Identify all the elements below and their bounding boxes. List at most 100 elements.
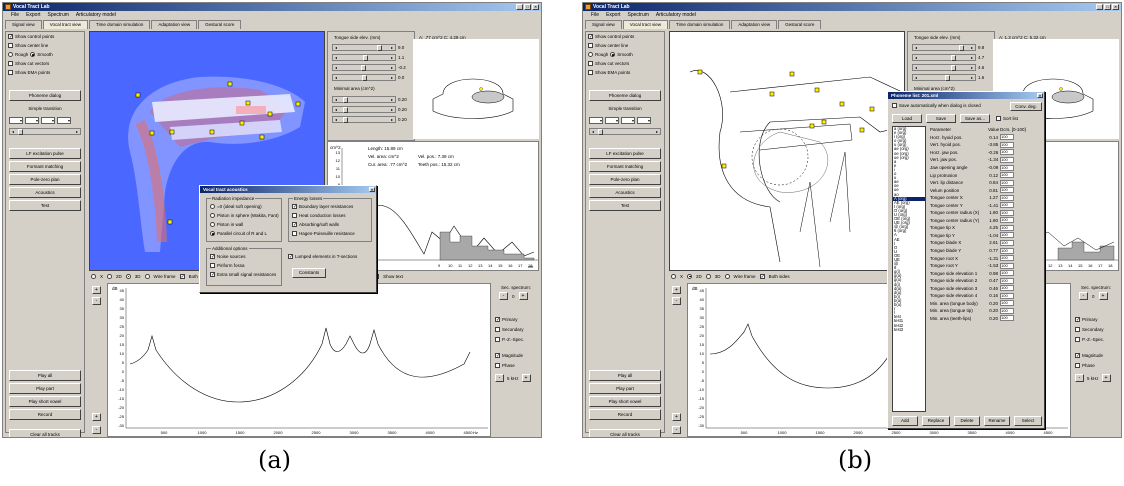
phoneme-dialog-button[interactable]: Phoneme dialog (589, 90, 661, 101)
list-item[interactable]: e (894, 162, 897, 168)
record-button[interactable]: Record (9, 409, 81, 420)
slider-thumb[interactable] (951, 65, 956, 71)
zoom-out-button[interactable]: - (672, 297, 681, 305)
menu-export[interactable]: Export (606, 12, 621, 18)
list-item[interactable]: d(i) (894, 281, 901, 287)
save-auto-checkbox[interactable]: Save automatically when dialog is closed (892, 103, 981, 108)
energy-option-1[interactable]: Heat conduction losses (292, 213, 346, 218)
tab-signal-view[interactable]: Signal view (585, 20, 622, 29)
list-item[interactable]: ue (org) (894, 154, 909, 160)
slider-thumb[interactable] (361, 65, 366, 71)
list-item[interactable]: O (894, 244, 898, 250)
list-item[interactable]: I (894, 240, 896, 246)
slider-thumb[interactable] (362, 75, 367, 81)
list-item[interactable]: UE (org) (894, 220, 910, 226)
dcrs-input[interactable]: 100 (1000, 307, 1014, 314)
dcrs-input[interactable]: 100 (1000, 172, 1014, 179)
show-cut-vectors-checkbox[interactable]: Show cut vectors (586, 59, 664, 68)
transition-select-1[interactable]: ▾ (589, 117, 603, 124)
phoneme-dialog-button[interactable]: Phoneme dialog (9, 90, 81, 101)
menu-file[interactable]: File (11, 12, 20, 18)
tab-gestural-score[interactable]: Gestural score (778, 20, 822, 29)
replace-button[interactable]: Replace (922, 416, 950, 426)
list-item[interactable]: ao (894, 191, 899, 197)
show-cut-vectors-checkbox[interactable]: Show cut vectors (6, 59, 84, 68)
list-item[interactable]: g(i) (894, 269, 901, 275)
maximize-icon[interactable]: □ (1104, 4, 1111, 10)
energy-option-2[interactable]: ✓ Absorbing/soft walls (292, 222, 339, 228)
slider-thumb[interactable] (343, 97, 348, 103)
tongue-side-slider-4[interactable]: ◂ ▸ (332, 74, 396, 81)
additional-option-2[interactable]: ✓ Extra small signal resistances (210, 272, 276, 278)
dcrs-input[interactable]: 100 (1000, 187, 1014, 194)
view-3d-radio[interactable] (705, 273, 711, 279)
tab-vocal-tract-view[interactable]: Vocal tract view (622, 20, 669, 29)
lf-excitation-pulse-button[interactable]: LF excitation pulse (9, 148, 81, 159)
tab-signal-view[interactable]: Signal view (5, 20, 42, 29)
delete-button[interactable]: Delete (954, 416, 980, 426)
list-item[interactable]: oe (org) (894, 150, 909, 156)
list-item[interactable]: g(u) (894, 277, 902, 283)
list-item[interactable]: O (org) (894, 207, 908, 213)
list-item[interactable]: UE (894, 257, 900, 262)
list-item[interactable]: AE (894, 236, 900, 242)
primary-checkbox[interactable]: ✓ Primary (495, 314, 541, 324)
play-part-button[interactable]: Play part (9, 383, 81, 394)
rough-smooth-radio[interactable]: Rough Smooth (6, 50, 84, 59)
menu-articulatory-model[interactable]: Articulatory model (655, 12, 696, 18)
khz-plus-button[interactable]: + (521, 374, 531, 382)
transition-slider[interactable]: ◂ ▸ (9, 128, 81, 135)
secondary-checkbox[interactable]: Secondary (1075, 324, 1121, 334)
rename-button[interactable]: Rename (984, 416, 1010, 426)
both-checkbox[interactable]: ✓ (179, 273, 185, 280)
list-item[interactable]: @ (894, 261, 899, 267)
list-item[interactable]: ae (894, 179, 899, 185)
sort-list-checkbox[interactable]: Sort list (996, 116, 1018, 121)
show-center-line-checkbox[interactable]: Show center line (586, 41, 664, 50)
acoustics-button[interactable]: Acoustics (9, 187, 81, 198)
khz-plus-button[interactable]: + (1101, 374, 1111, 382)
list-item[interactable]: i (894, 166, 895, 172)
view-2d-radio[interactable] (687, 273, 693, 279)
dcrs-input[interactable]: 100 (1000, 315, 1014, 322)
slider-thumb[interactable] (343, 107, 348, 113)
dcrs-input[interactable]: 100 (1000, 194, 1014, 201)
x-zoom-in-button[interactable]: + (92, 413, 101, 421)
transition-select-2[interactable]: ▾ (605, 117, 619, 124)
rough-radio[interactable] (588, 52, 593, 57)
view-2d-radio[interactable] (107, 273, 113, 279)
list-item[interactable]: 6 (894, 265, 897, 271)
dcrs-input[interactable]: 100 (1000, 179, 1014, 186)
list-item[interactable]: g(a) (894, 273, 902, 279)
menu-spectrum[interactable]: Spectrum (627, 12, 649, 18)
dcrs-input[interactable]: 100 (1000, 164, 1014, 171)
dcrs-input[interactable]: 100 (1000, 232, 1014, 239)
tongue-side-slider-4[interactable]: ◂ ▸ (912, 74, 976, 81)
dcrs-input[interactable]: 100 (1000, 247, 1014, 254)
both-sides-checkbox[interactable]: ✓ (759, 273, 765, 280)
close-icon[interactable]: × (369, 186, 375, 192)
pole-zero-plan-button[interactable]: Pole-zero plan (9, 174, 81, 185)
zoom-in-button[interactable]: + (672, 286, 681, 294)
dcrs-input[interactable]: 100 (1000, 239, 1014, 246)
transition-select-4[interactable]: ▾ (637, 117, 651, 124)
list-item[interactable]: ue (894, 187, 899, 193)
show-control-points-checkbox[interactable]: ✓ Show control points (6, 32, 84, 41)
tab-vocal-tract-view[interactable]: Vocal tract view (42, 20, 89, 29)
record-button[interactable]: Record (589, 409, 661, 420)
menu-articulatory-model[interactable]: Articulatory model (75, 12, 116, 18)
sec-plus-button[interactable]: + (518, 292, 528, 300)
show-ema-points-checkbox[interactable]: Show EMA points (6, 68, 84, 77)
list-item[interactable]: test2 (894, 322, 904, 328)
close-icon[interactable]: × (532, 4, 539, 10)
transition-slider[interactable]: ◂ ▸ (589, 128, 661, 135)
dcrs-input[interactable]: 100 (1000, 156, 1014, 163)
min-area-slider-3[interactable]: ◂▸ (332, 116, 396, 123)
add-button[interactable]: Add (892, 416, 918, 426)
test-button[interactable]: Test (9, 200, 81, 211)
list-item[interactable]: @ (org) (894, 224, 909, 230)
list-item[interactable]: U (org) (894, 211, 908, 217)
slider-thumb[interactable] (598, 129, 603, 135)
slider-thumb[interactable] (945, 75, 950, 81)
list-item[interactable]: e (org) (894, 130, 907, 136)
